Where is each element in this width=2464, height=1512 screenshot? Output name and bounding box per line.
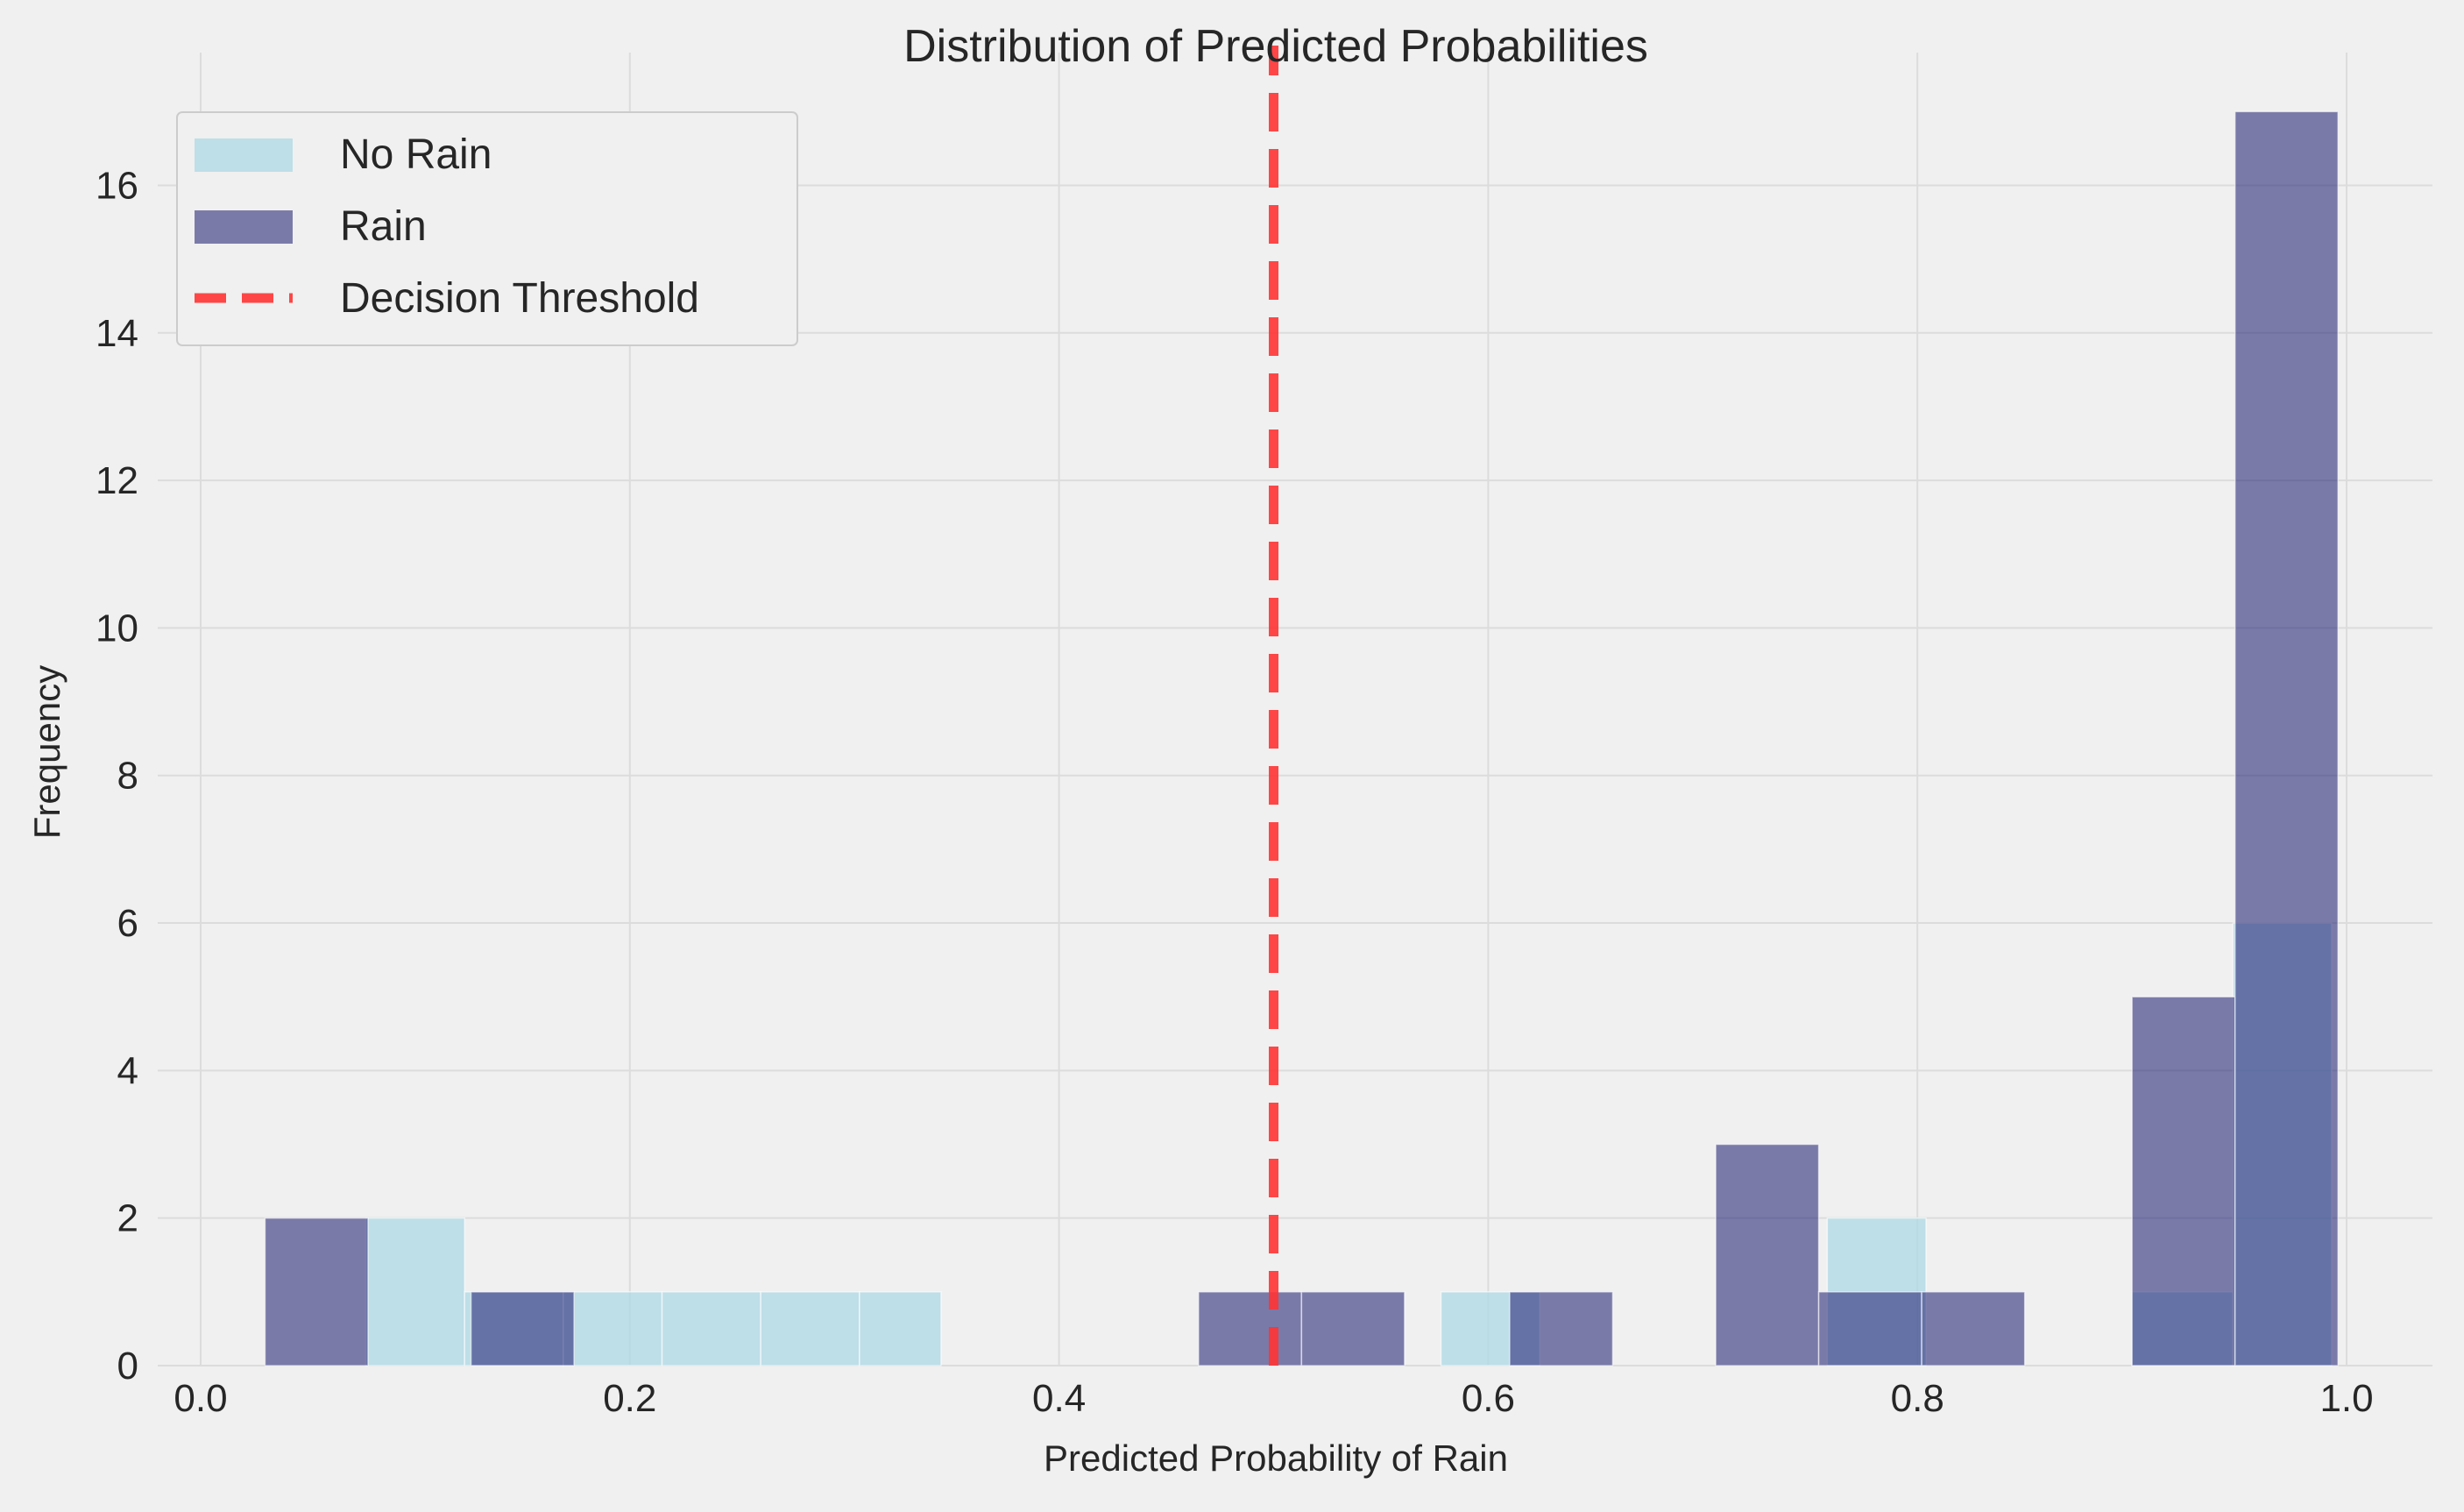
- x-tick-label: 0.8: [1891, 1377, 1944, 1420]
- y-tick-label: 14: [96, 312, 138, 355]
- tick-labels: 0.0 0.2 0.4 0.6 0.8 1.0 0 2 4 6 8 10 12 14 16: [96, 164, 2374, 1420]
- y-tick-label: 12: [96, 459, 138, 502]
- histogram-bar: [1921, 1291, 2026, 1366]
- histogram-bar: [859, 1291, 942, 1366]
- histogram-bar: [661, 1291, 761, 1366]
- legend-swatch-no-rain: [195, 138, 293, 172]
- y-tick-label: 10: [96, 607, 138, 650]
- histogram-bar: [1198, 1291, 1303, 1366]
- histogram-bar: [2234, 110, 2339, 1366]
- x-tick-label: 0.4: [1032, 1377, 1086, 1420]
- x-tick-label: 0.6: [1462, 1377, 1515, 1420]
- x-axis-label: Predicted Probability of Rain: [1044, 1437, 1508, 1479]
- histogram-bar: [1715, 1143, 1820, 1366]
- x-tick-label: 0.2: [603, 1377, 656, 1420]
- legend-swatch-rain: [195, 210, 293, 244]
- histogram-bar: [760, 1291, 860, 1366]
- legend-label-rain: Rain: [340, 203, 427, 250]
- histogram-bar: [2131, 996, 2236, 1366]
- histogram-bar: [563, 1291, 663, 1366]
- series-rain: [264, 110, 2339, 1366]
- y-tick-label: 16: [96, 164, 138, 207]
- y-tick-label: 8: [117, 755, 138, 798]
- x-tick-label: 0.0: [173, 1377, 227, 1420]
- legend-label-no-rain: No Rain: [340, 131, 492, 178]
- y-axis-label: Frequency: [26, 665, 67, 839]
- x-tick-label: 1.0: [2319, 1377, 2373, 1420]
- histogram-bar: [365, 1217, 465, 1366]
- y-tick-label: 4: [117, 1049, 138, 1092]
- grid-lines: [158, 53, 2432, 1366]
- histogram-bar: [264, 1217, 369, 1366]
- y-tick-label: 0: [117, 1345, 138, 1388]
- histogram-bar: [1817, 1291, 1922, 1366]
- chart-title: Distribution of Predicted Probabilities: [903, 21, 1648, 72]
- legend-label-threshold: Decision Threshold: [340, 275, 699, 322]
- histogram-bar: [1300, 1291, 1405, 1366]
- y-tick-label: 6: [117, 902, 138, 945]
- legend-box: [176, 111, 798, 346]
- histogram-bar: [470, 1291, 575, 1366]
- histogram-bar: [1509, 1291, 1614, 1366]
- legend: No Rain Rain Decision Threshold: [176, 111, 798, 346]
- y-tick-label: 2: [117, 1197, 138, 1240]
- histogram-bars: [264, 110, 2339, 1366]
